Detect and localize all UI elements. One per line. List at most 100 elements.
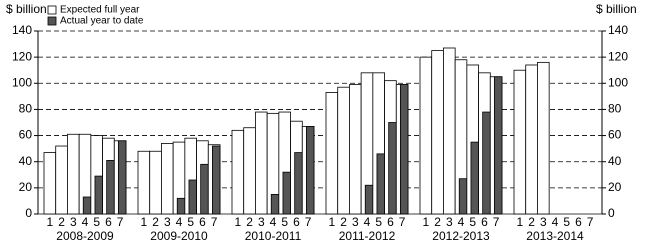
y2-tick-label: 40 (608, 154, 622, 168)
x-tick-label: 7 (117, 215, 124, 229)
bar (458, 178, 468, 215)
x-tick-label: 5 (93, 215, 100, 229)
x-tick-label: 1 (517, 215, 524, 229)
group-label: 2009-2010 (150, 229, 208, 243)
bar (431, 50, 444, 215)
x-tick-label: 2 (58, 215, 65, 229)
x-tick-label: 5 (469, 215, 476, 229)
bar (117, 140, 127, 215)
bar (388, 122, 397, 215)
bar (255, 111, 268, 215)
bar (282, 171, 291, 215)
x-tick-label: 5 (187, 215, 194, 229)
legend-swatch (47, 5, 57, 15)
bar (106, 160, 115, 215)
y-tick-label: 100 (12, 75, 32, 89)
x-tick-label: 2 (246, 215, 253, 229)
x-tick-label: 6 (387, 215, 394, 229)
bar (294, 152, 303, 215)
bar (94, 175, 103, 215)
bar (161, 143, 174, 215)
bar (211, 145, 221, 215)
x-tick-label: 1 (47, 215, 54, 229)
bar (137, 150, 151, 215)
x-tick-label: 4 (82, 215, 89, 229)
y-tick-label: 40 (19, 154, 33, 168)
bar (67, 133, 80, 215)
y2-tick-label: 20 (608, 180, 622, 194)
bar (525, 64, 538, 215)
y2-tick-label: 100 (608, 75, 628, 89)
bar (176, 197, 186, 215)
x-tick-label: 6 (575, 215, 582, 229)
y-axis-label: $ billion (6, 2, 47, 16)
x-tick-label: 6 (293, 215, 300, 229)
bar (270, 193, 280, 215)
bar (419, 56, 433, 215)
x-tick-label: 7 (493, 215, 500, 229)
x-tick-label: 1 (423, 215, 430, 229)
x-tick-label: 5 (281, 215, 288, 229)
bar (325, 92, 339, 215)
x-tick-label: 2 (528, 215, 535, 229)
x-tick-label: 1 (235, 215, 242, 229)
bar (188, 179, 197, 215)
x-tick-label: 7 (399, 215, 406, 229)
group-label: 2010-2011 (245, 229, 302, 243)
y2-tick-label: 120 (608, 49, 628, 63)
y-tick-label: 140 (12, 23, 32, 37)
bar (443, 47, 456, 215)
bar (349, 84, 362, 215)
x-tick-label: 1 (141, 215, 148, 229)
bar (200, 163, 209, 215)
y2-tick-label: 60 (608, 128, 622, 142)
bar (337, 86, 350, 215)
x-tick-label: 4 (458, 215, 465, 229)
y-tick-label: 0 (25, 206, 32, 220)
bar (55, 145, 68, 215)
y-tick-label: 120 (12, 49, 32, 63)
x-tick-label: 3 (352, 215, 359, 229)
y2-tick-label: 140 (608, 23, 628, 37)
bar (470, 141, 479, 215)
x-tick-label: 2 (152, 215, 159, 229)
x-tick-label: 2 (340, 215, 347, 229)
x-tick-label: 3 (70, 215, 77, 229)
group-label: 2013-2014 (526, 229, 584, 243)
bar (364, 184, 374, 215)
bar (231, 129, 245, 215)
group-label: 2011-2012 (339, 229, 396, 243)
x-tick-label: 6 (481, 215, 488, 229)
bar (376, 153, 385, 215)
x-tick-label: 1 (329, 215, 336, 229)
y2-tick-label: 80 (608, 102, 622, 116)
bar (482, 111, 491, 215)
bar (82, 196, 92, 215)
bar (513, 69, 527, 215)
y2-tick-label: 0 (608, 206, 615, 220)
group-label: 2008-2009 (56, 229, 114, 243)
x-tick-label: 2 (434, 215, 441, 229)
x-tick-label: 5 (375, 215, 382, 229)
x-tick-label: 7 (587, 215, 594, 229)
x-tick-label: 4 (364, 215, 371, 229)
bar (305, 126, 315, 215)
x-tick-label: 3 (446, 215, 453, 229)
y-tick-label: 20 (19, 180, 33, 194)
bar (43, 152, 57, 215)
legend-label: Expected full year (60, 5, 140, 16)
x-tick-label: 4 (176, 215, 183, 229)
x-tick-label: 3 (258, 215, 265, 229)
x-tick-label: 6 (199, 215, 206, 229)
group-label: 2012-2013 (432, 229, 490, 243)
x-tick-label: 3 (164, 215, 171, 229)
x-tick-label: 4 (552, 215, 559, 229)
x-tick-label: 7 (305, 215, 312, 229)
x-tick-label: 6 (105, 215, 112, 229)
bar (149, 150, 162, 215)
x-tick-label: 4 (270, 215, 277, 229)
bar (399, 84, 409, 215)
y-tick-label: 80 (19, 102, 33, 116)
legend-swatch (47, 16, 57, 26)
